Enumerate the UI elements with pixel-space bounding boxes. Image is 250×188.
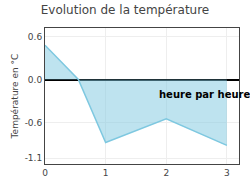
svg-text:-0.6: -0.6 <box>25 118 43 128</box>
svg-text:0: 0 <box>42 168 48 178</box>
svg-text:Température en °C: Température en °C <box>10 54 20 140</box>
svg-text:0.0: 0.0 <box>28 75 43 85</box>
svg-text:3: 3 <box>224 168 230 178</box>
svg-text:1: 1 <box>103 168 109 178</box>
svg-text:2: 2 <box>163 168 169 178</box>
svg-text:0.6: 0.6 <box>28 32 43 42</box>
svg-text:heure par heure: heure par heure <box>159 89 250 100</box>
svg-text:Evolution de la température: Evolution de la température <box>41 3 210 17</box>
svg-text:-1.1: -1.1 <box>25 153 43 163</box>
